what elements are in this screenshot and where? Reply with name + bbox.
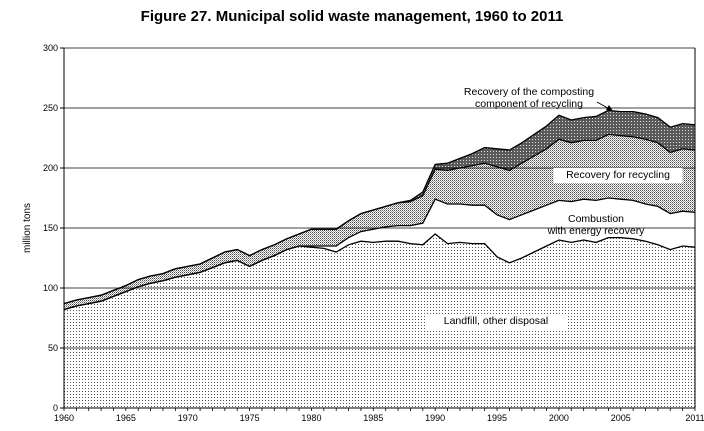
x-tick-label-10: 2011 [685, 413, 704, 423]
x-tick-label-3: 1975 [240, 413, 260, 423]
annotation-recycling-line-0: Recovery for recycling [566, 169, 670, 181]
y-tick-label-5: 250 [43, 103, 58, 113]
y-tick-label-4: 200 [43, 163, 58, 173]
series-line-3 [63, 109, 696, 305]
y-tick-label-1: 50 [48, 343, 58, 353]
x-tick-label-1: 1965 [116, 413, 136, 423]
y-axis-label: million tons [22, 203, 33, 253]
y-tick-label-3: 150 [43, 223, 58, 233]
y-tick-label-2: 100 [43, 283, 58, 293]
x-tick-label-6: 1990 [425, 413, 445, 423]
annotation-composting-arrowhead [606, 105, 613, 111]
annotation-composting-line-0: Recovery of the composting [464, 86, 594, 98]
x-tick-label-5: 1985 [363, 413, 383, 423]
annotation-combustion-line-0: Combustion [568, 213, 624, 225]
annotation-landfill-bg [425, 314, 567, 329]
x-tick-label-2: 1970 [178, 413, 198, 423]
area-series-2 [64, 134, 695, 310]
annotation-composting-line-1: component of recycling [475, 98, 583, 110]
series-line-1 [63, 197, 696, 311]
annotation-landfill-line-0: Landfill, other disposal [444, 315, 548, 327]
x-tick-label-7: 1995 [487, 413, 507, 423]
area-series-3 [64, 110, 695, 304]
area-series-1 [64, 198, 695, 310]
x-tick-label-9: 2005 [611, 413, 631, 423]
chart-title: Figure 27. Municipal solid waste managem… [140, 8, 564, 25]
x-tick-label-0: 1960 [54, 413, 74, 423]
x-tick-label-4: 1980 [301, 413, 321, 423]
y-tick-label-0: 0 [53, 403, 58, 413]
y-tick-label-6: 300 [43, 43, 58, 53]
annotation-recycling-bg [553, 168, 683, 183]
area-series-0 [64, 234, 695, 408]
annotation-combustion-line-1: with energy recovery [547, 225, 646, 237]
x-tick-label-8: 2000 [549, 413, 569, 423]
